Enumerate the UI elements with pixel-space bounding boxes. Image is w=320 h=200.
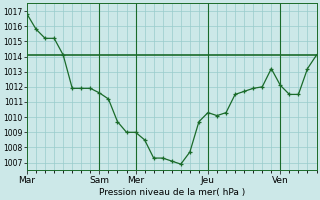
X-axis label: Pression niveau de la mer( hPa ): Pression niveau de la mer( hPa ): [99, 188, 245, 197]
